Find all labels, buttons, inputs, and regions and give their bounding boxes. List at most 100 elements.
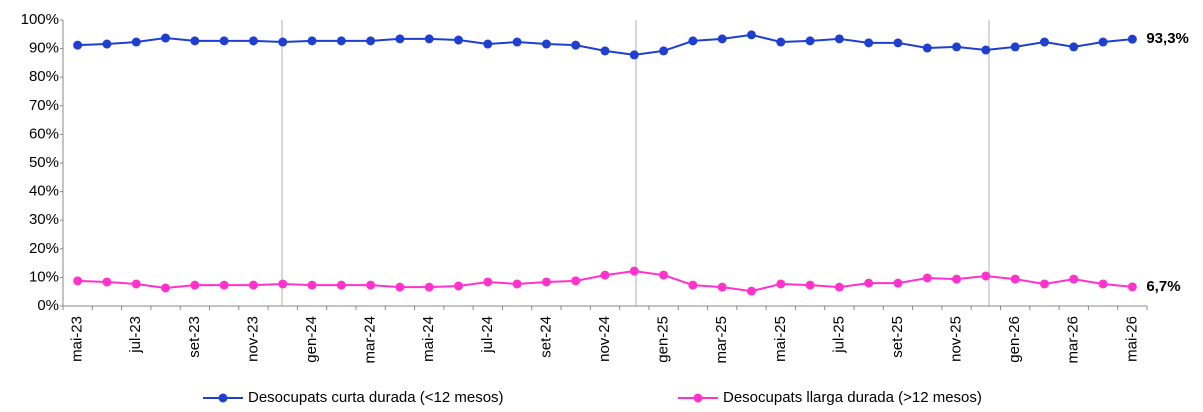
point [571, 276, 581, 286]
point [922, 273, 932, 283]
point [717, 282, 727, 292]
y-tick-label: 80% [29, 68, 59, 85]
point [248, 36, 258, 46]
point [688, 280, 698, 290]
point [1069, 274, 1079, 284]
x-tick-label: set-24 [537, 316, 554, 358]
y-tick-label: 30% [29, 211, 59, 228]
point [746, 30, 756, 40]
point [893, 38, 903, 48]
point [131, 37, 141, 47]
x-tick-label: jul-24 [479, 316, 496, 354]
point [981, 45, 991, 55]
legend-label: Desocupats llarga durada (>12 mesos) [723, 389, 982, 406]
point [1098, 37, 1108, 47]
x-tick-label: mai-26 [1123, 316, 1140, 362]
x-tick-label: nov-23 [244, 316, 261, 362]
point [336, 280, 346, 290]
point [73, 40, 83, 50]
point [102, 277, 112, 287]
point [1069, 42, 1079, 52]
point [893, 278, 903, 288]
y-tick-label: 20% [29, 240, 59, 257]
point [922, 43, 932, 53]
point [776, 279, 786, 289]
x-tick-label: jul-23 [127, 316, 144, 354]
x-tick-label: mai-25 [772, 316, 789, 362]
y-tick-label: 60% [29, 125, 59, 142]
point [190, 36, 200, 46]
point [834, 282, 844, 292]
point [454, 35, 464, 45]
point [73, 276, 83, 286]
point [864, 278, 874, 288]
point [659, 270, 669, 280]
legend-marker [218, 393, 228, 403]
point [600, 270, 610, 280]
point [629, 266, 639, 276]
legend-label: Desocupats curta durada (<12 mesos) [248, 389, 504, 406]
point [190, 280, 200, 290]
x-tick-label: jul-25 [830, 316, 847, 354]
x-tick-label: mar-25 [713, 316, 730, 364]
point [541, 39, 551, 49]
value-label: 6,7% [1146, 278, 1180, 295]
y-tick-label: 0% [37, 297, 59, 314]
point [454, 281, 464, 291]
point [512, 279, 522, 289]
point [1039, 279, 1049, 289]
point [102, 39, 112, 49]
value-label: 93,3% [1146, 30, 1189, 47]
point [746, 286, 756, 296]
x-tick-label: mar-26 [1065, 316, 1082, 364]
point [1127, 282, 1137, 292]
x-tick-label: gen-26 [1006, 316, 1023, 363]
point [219, 280, 229, 290]
x-tick-label: nov-25 [948, 316, 965, 362]
point [512, 37, 522, 47]
x-tick-label: set-23 [186, 316, 203, 358]
x-tick-label: gen-24 [303, 316, 320, 363]
point [541, 277, 551, 287]
x-tick-label: nov-24 [596, 316, 613, 362]
point [659, 46, 669, 56]
point [1039, 37, 1049, 47]
point [483, 277, 493, 287]
point [629, 50, 639, 60]
legend-marker [693, 393, 703, 403]
y-tick-label: 10% [29, 268, 59, 285]
x-tick-label: mar-24 [362, 316, 379, 364]
point [952, 274, 962, 284]
point [1098, 279, 1108, 289]
y-tick-label: 50% [29, 154, 59, 171]
point [571, 40, 581, 50]
point [219, 36, 229, 46]
point [248, 280, 258, 290]
point [1010, 42, 1020, 52]
point [981, 271, 991, 281]
point [395, 282, 405, 292]
point [395, 34, 405, 44]
point [161, 33, 171, 43]
point [307, 36, 317, 46]
point [1010, 274, 1020, 284]
point [131, 279, 141, 289]
point [600, 46, 610, 56]
point [278, 279, 288, 289]
point [424, 282, 434, 292]
y-tick-label: 40% [29, 183, 59, 200]
point [952, 42, 962, 52]
point [366, 36, 376, 46]
point [366, 280, 376, 290]
x-tick-label: set-25 [889, 316, 906, 358]
point [278, 37, 288, 47]
y-tick-label: 90% [29, 40, 59, 57]
point [1127, 34, 1137, 44]
point [805, 280, 815, 290]
point [161, 283, 171, 293]
point [483, 39, 493, 49]
point [776, 37, 786, 47]
y-tick-label: 70% [29, 97, 59, 114]
x-tick-label: mai-23 [69, 316, 86, 362]
